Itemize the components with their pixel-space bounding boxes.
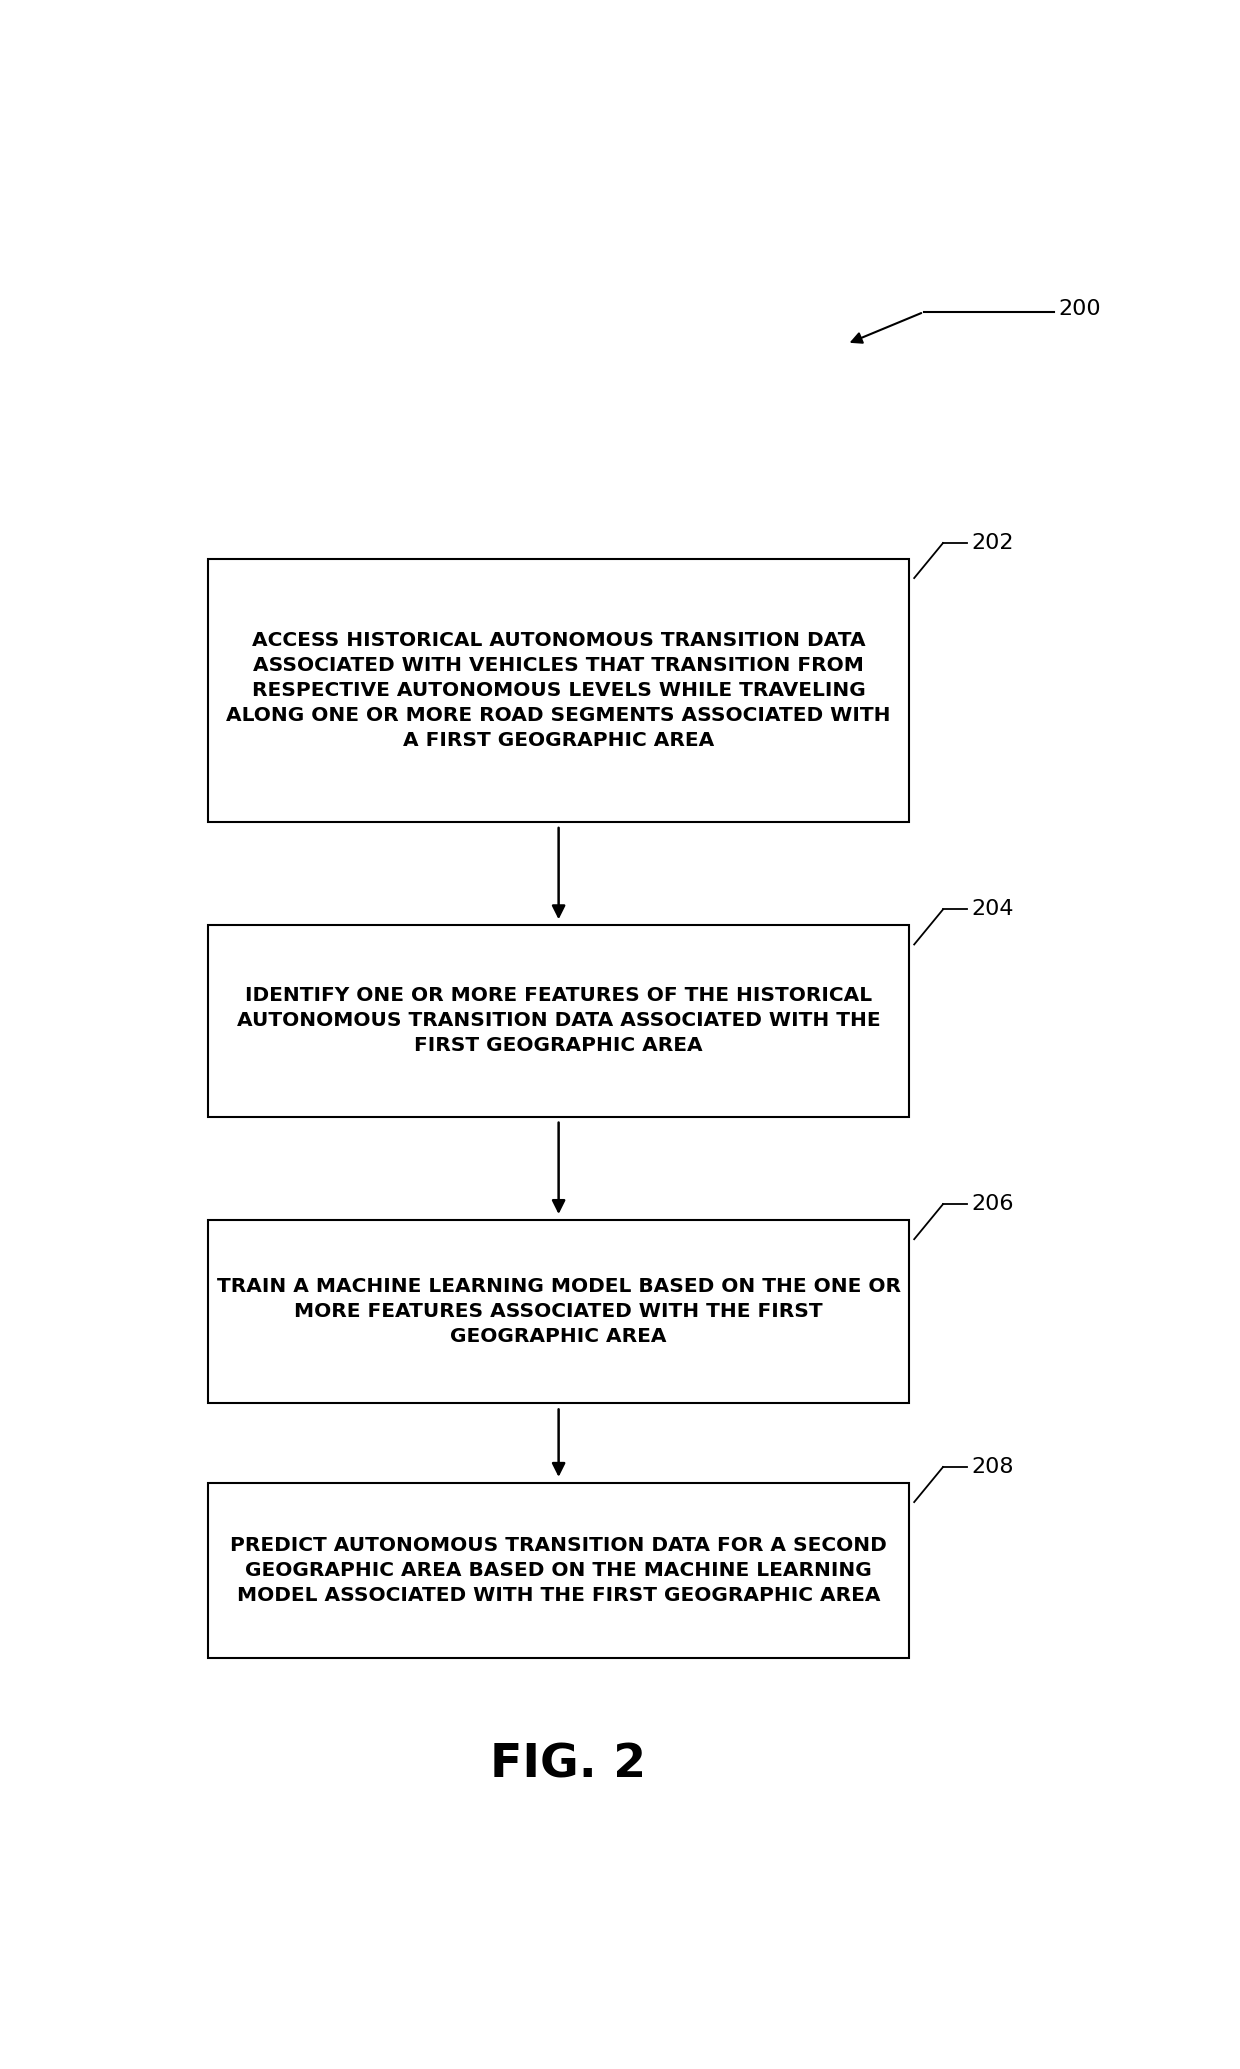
Text: 208: 208 [972, 1457, 1014, 1477]
Text: 204: 204 [972, 900, 1014, 919]
Bar [208, 925, 909, 1117]
Text: 206: 206 [972, 1194, 1014, 1215]
Text: ACCESS HISTORICAL AUTONOMOUS TRANSITION DATA
ASSOCIATED WITH VEHICLES THAT TRANS: ACCESS HISTORICAL AUTONOMOUS TRANSITION … [227, 631, 890, 749]
Text: 200: 200 [1058, 298, 1101, 319]
Text: TRAIN A MACHINE LEARNING MODEL BASED ON THE ONE OR
MORE FEATURES ASSOCIATED WITH: TRAIN A MACHINE LEARNING MODEL BASED ON … [217, 1277, 900, 1347]
Bar [208, 1221, 909, 1403]
Text: IDENTIFY ONE OR MORE FEATURES OF THE HISTORICAL
AUTONOMOUS TRANSITION DATA ASSOC: IDENTIFY ONE OR MORE FEATURES OF THE HIS… [237, 987, 880, 1055]
Text: PREDICT AUTONOMOUS TRANSITION DATA FOR A SECOND
GEOGRAPHIC AREA BASED ON THE MAC: PREDICT AUTONOMOUS TRANSITION DATA FOR A… [231, 1535, 887, 1606]
Bar [208, 559, 909, 821]
Text: FIG. 2: FIG. 2 [490, 1742, 646, 1788]
Text: 202: 202 [972, 534, 1014, 552]
Bar [208, 1483, 909, 1657]
